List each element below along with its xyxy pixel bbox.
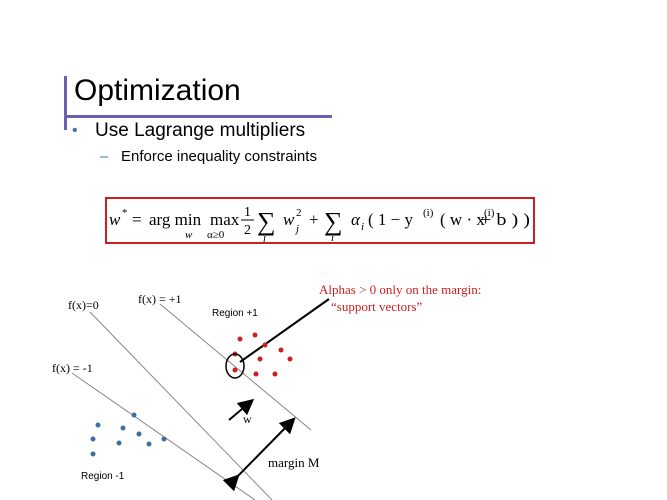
eq-paren-close: + b ) ): [480, 210, 530, 229]
eq-half-numerator: 1: [244, 205, 251, 220]
eq-argmin-sub: w: [185, 229, 193, 241]
slide-title: Optimization: [74, 74, 241, 107]
eq-plus: +: [309, 210, 319, 229]
bullet-marker: •: [72, 122, 78, 139]
eq-equals: =: [132, 210, 142, 229]
positive-point: [257, 356, 263, 362]
sub-bullet-marker: –: [100, 148, 109, 165]
positive-point: [253, 371, 259, 377]
region-negative-label: Region -1: [81, 471, 125, 482]
eq-y-sup: (i): [423, 207, 434, 219]
sub-bullet-text: Enforce inequality constraints: [121, 148, 317, 165]
positive-point: [232, 367, 238, 373]
positive-points: [232, 332, 293, 377]
annotation-line-2: “support vectors”: [331, 299, 423, 314]
margin-arrow: [222, 417, 296, 492]
eq-sum-j-sub: j: [261, 232, 266, 242]
eq-half-denominator: 2: [244, 223, 251, 238]
positive-point: [262, 342, 268, 348]
negative-point: [136, 431, 142, 437]
lagrangian-equation: w * = arg min w max α≥0 1 2 ∑ j w 2 j + …: [109, 205, 530, 242]
eq-x-sup: (i): [484, 207, 495, 219]
equation-box: w * = arg min w max α≥0 1 2 ∑ j w 2 j + …: [105, 197, 535, 244]
eq-wj-sup: 2: [296, 207, 302, 219]
positive-point: [237, 336, 243, 342]
negative-point: [95, 422, 101, 428]
eq-max-sub: α≥0: [207, 229, 225, 241]
eq-wj-sub: j: [294, 223, 299, 235]
negative-point: [90, 451, 96, 457]
negative-points: [90, 412, 167, 457]
region-positive-label: Region +1: [212, 308, 258, 319]
eq-max: max: [210, 210, 240, 229]
w-label: w: [243, 412, 252, 426]
margin-label: margin M: [268, 455, 320, 470]
positive-point: [272, 371, 278, 377]
eq-paren-mid: ( w · x: [440, 210, 485, 229]
eq-wj: w: [283, 210, 295, 229]
hyperplane-fp1-line: [159, 303, 312, 431]
eq-sum-i-sub: i: [331, 232, 334, 242]
label-fp1: f(x) = +1: [138, 292, 182, 306]
negative-point: [90, 436, 96, 442]
annotation-pointer-line: [239, 298, 330, 363]
positive-point: [278, 347, 284, 353]
support-vector-highlight: [225, 353, 245, 379]
eq-star: *: [122, 207, 128, 219]
negative-point: [146, 441, 152, 447]
bullet-text: Use Lagrange multipliers: [95, 120, 306, 141]
negative-point: [161, 436, 167, 442]
positive-point: [252, 332, 258, 338]
eq-sum-i: ∑: [324, 207, 343, 236]
label-fm1: f(x) = -1: [52, 361, 93, 375]
label-f0: f(x)=0: [68, 298, 99, 312]
eq-alpha-sub: i: [361, 221, 364, 233]
positive-point: [287, 356, 293, 362]
eq-w-star: w: [109, 210, 121, 229]
eq-sum-j: ∑: [257, 207, 276, 236]
eq-alpha: α: [351, 210, 361, 229]
annotation-line-1: Alphas > 0 only on the margin:: [319, 282, 481, 297]
eq-paren-open: ( 1 − y: [368, 210, 413, 229]
negative-point: [120, 425, 126, 431]
negative-point: [131, 412, 137, 418]
title-accent-vertical-bar: [64, 76, 67, 130]
title-accent-underline: [64, 115, 332, 118]
eq-argmin: arg min: [149, 210, 202, 229]
negative-point: [116, 440, 122, 446]
